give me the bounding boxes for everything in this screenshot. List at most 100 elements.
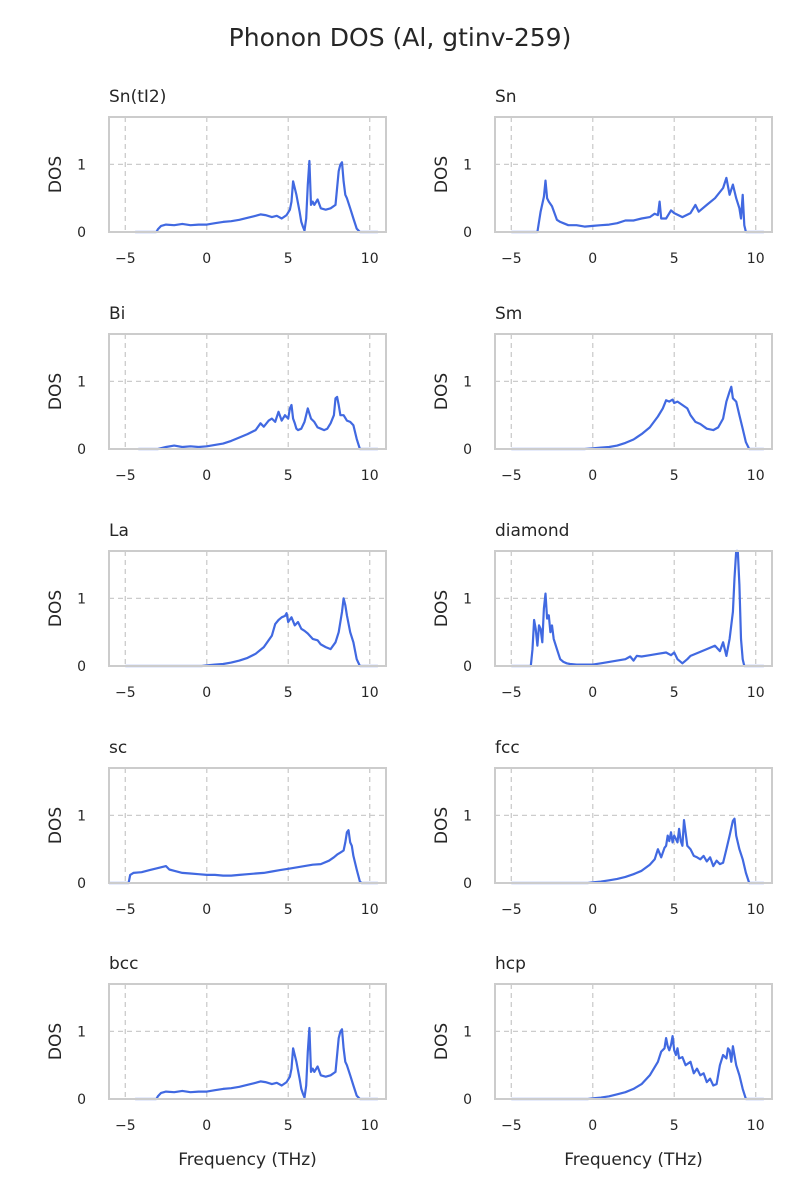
panel-title: Sn(tI2) (109, 87, 166, 107)
y-tick-label: 0 (463, 225, 472, 241)
x-tick-label: 5 (670, 685, 679, 701)
x-tick-label: −5 (115, 1118, 136, 1134)
x-tick-label: 10 (747, 251, 765, 267)
x-tick-label: 10 (747, 1118, 765, 1134)
x-tick-label: −5 (501, 251, 522, 267)
x-axis-label: Frequency (THz) (564, 1150, 703, 1170)
panel-4: −5 0 5 10 0 1 Sm DOS (432, 304, 773, 484)
x-tick-label: −5 (115, 251, 136, 267)
panel-title: Sn (495, 87, 517, 107)
x-tick-label: 0 (202, 1118, 211, 1134)
panel-title: La (109, 521, 129, 541)
y-tick-label: 1 (463, 1024, 472, 1040)
panel-title: Sm (495, 304, 522, 324)
y-axis-label: DOS (46, 373, 66, 410)
x-tick-label: 0 (202, 468, 211, 484)
axes-frame (494, 116, 773, 233)
axes-frame (494, 767, 773, 884)
panel-title: Bi (109, 304, 125, 324)
axes-frame (108, 550, 387, 667)
x-tick-label: 5 (670, 251, 679, 267)
axes-frame (108, 767, 387, 884)
dos-series-line (135, 159, 378, 234)
x-tick-label: 10 (361, 1118, 379, 1134)
y-tick-label: 1 (77, 808, 86, 824)
y-tick-label: 1 (77, 591, 86, 607)
y-axis-label: DOS (432, 156, 452, 193)
panel-title: diamond (495, 521, 569, 541)
x-tick-label: 10 (361, 251, 379, 267)
panel-6: −5 0 5 10 0 1 diamond DOS (432, 521, 773, 701)
axes-frame (108, 983, 387, 1100)
dos-series-line (511, 549, 764, 668)
y-tick-label: 0 (463, 659, 472, 675)
x-tick-label: 10 (747, 468, 765, 484)
x-tick-label: −5 (501, 902, 522, 918)
axes-frame (108, 116, 387, 233)
y-axis-label: DOS (432, 373, 452, 410)
x-tick-label: 5 (670, 1118, 679, 1134)
x-tick-label: 5 (284, 1118, 293, 1134)
x-tick-label: 10 (747, 902, 765, 918)
x-tick-label: 0 (588, 685, 597, 701)
y-tick-label: 0 (77, 876, 86, 892)
panel-9: −5 0 5 10 0 1 bcc DOS Frequency (THz) (46, 954, 387, 1170)
x-axis-label: Frequency (THz) (178, 1150, 317, 1170)
dos-series-line (109, 829, 378, 885)
dos-series-line (135, 1026, 378, 1101)
x-tick-label: 5 (284, 468, 293, 484)
y-axis-label: DOS (46, 1023, 66, 1060)
panel-title: fcc (495, 738, 520, 758)
y-axis-label: DOS (46, 590, 66, 627)
axes-frame (108, 333, 387, 450)
dos-series-line (511, 817, 764, 885)
panel-7: −5 0 5 10 0 1 sc DOS (46, 738, 387, 918)
y-tick-label: 0 (77, 442, 86, 458)
y-axis-label: DOS (432, 590, 452, 627)
panel-title: bcc (109, 954, 138, 974)
figure-title: Phonon DOS (Al, gtinv-259) (229, 23, 572, 52)
y-tick-label: 1 (77, 374, 86, 390)
x-tick-label: −5 (501, 1118, 522, 1134)
y-axis-label: DOS (432, 1023, 452, 1060)
dos-series-line (511, 385, 764, 451)
panel-5: −5 0 5 10 0 1 La DOS (46, 521, 387, 701)
y-tick-label: 0 (77, 225, 86, 241)
x-tick-label: 5 (670, 902, 679, 918)
y-tick-label: 0 (463, 1092, 472, 1108)
x-tick-label: 0 (588, 902, 597, 918)
axes-frame (494, 983, 773, 1100)
panel-10: −5 0 5 10 0 1 hcp DOS Frequency (THz) (432, 954, 773, 1170)
x-tick-label: −5 (115, 902, 136, 918)
panel-2: −5 0 5 10 0 1 Sn DOS (432, 87, 773, 267)
y-tick-label: 1 (463, 374, 472, 390)
x-tick-label: 10 (747, 685, 765, 701)
x-tick-label: 0 (202, 251, 211, 267)
y-tick-label: 0 (77, 659, 86, 675)
y-tick-label: 1 (463, 808, 472, 824)
x-tick-label: 0 (202, 902, 211, 918)
panel-1: −5 0 5 10 0 1 Sn(tI2) DOS (46, 87, 387, 267)
x-tick-label: 0 (588, 1118, 597, 1134)
dos-series-line (138, 395, 378, 451)
dos-series-line (125, 597, 378, 668)
panel-title: sc (109, 738, 127, 758)
y-axis-label: DOS (46, 807, 66, 844)
x-tick-label: 5 (670, 468, 679, 484)
y-tick-label: 0 (463, 442, 472, 458)
y-axis-label: DOS (432, 807, 452, 844)
x-tick-label: 10 (361, 902, 379, 918)
axes-frame (494, 550, 773, 667)
x-tick-label: −5 (115, 468, 136, 484)
dos-series-line (511, 176, 764, 234)
y-tick-label: 0 (77, 1092, 86, 1108)
panel-8: −5 0 5 10 0 1 fcc DOS (432, 738, 773, 918)
x-tick-label: −5 (501, 685, 522, 701)
x-tick-label: 0 (588, 251, 597, 267)
x-tick-label: 10 (361, 685, 379, 701)
y-tick-label: 1 (463, 157, 472, 173)
y-tick-label: 1 (77, 1024, 86, 1040)
x-tick-label: −5 (115, 685, 136, 701)
